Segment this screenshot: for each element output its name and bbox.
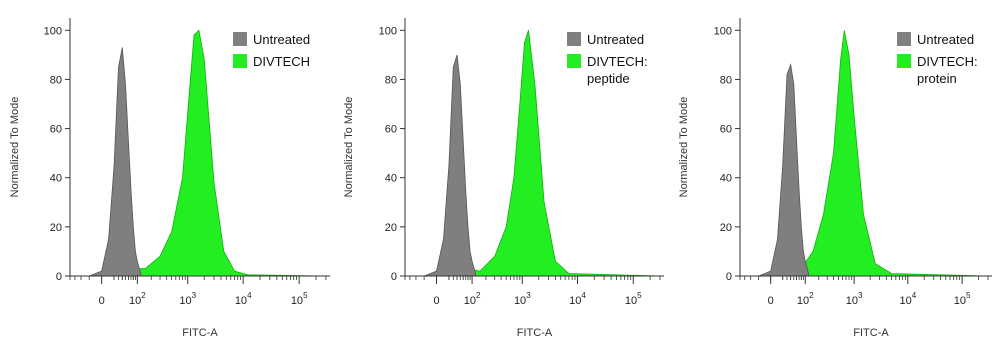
legend-label-divtech: DIVTECH: <box>917 54 978 69</box>
y-tick-label: 80 <box>385 74 397 86</box>
y-tick-label: 0 <box>726 271 732 283</box>
legend-label-line2: peptide <box>587 71 630 86</box>
x-tick-label: 103 <box>514 291 531 307</box>
x-axis-title: FITC-A <box>182 327 218 339</box>
x-tick-label: 105 <box>625 291 642 307</box>
legend-label-untreated: Untreated <box>253 32 310 47</box>
x-tick-label: 0 <box>99 295 105 307</box>
x-tick-label: 102 <box>797 291 814 307</box>
y-axis-title: Normalized To Mode <box>678 97 690 198</box>
chart-panel-1: 0 20 40 60 80 100 0 102 103 104 105 Normalized To M… <box>9 18 330 339</box>
y-tick-label: 80 <box>50 74 62 86</box>
legend-label-line2: protein <box>917 71 957 86</box>
x-tick-label: 103 <box>179 291 196 307</box>
legend-swatch-divtech <box>233 54 247 68</box>
y-tick-label: 40 <box>385 173 397 185</box>
legend-swatch-divtech <box>567 54 581 68</box>
legend-label-untreated: Untreated <box>587 32 644 47</box>
x-tick-label: 105 <box>954 291 971 307</box>
legend-label-divtech: DIVTECH: <box>587 54 648 69</box>
legend-swatch-untreated <box>567 32 581 46</box>
legend-label-divtech: DIVTECH <box>253 54 310 69</box>
y-tick-label: 100 <box>714 25 732 37</box>
y-tick-label: 80 <box>720 74 732 86</box>
x-tick-label: 104 <box>899 291 916 307</box>
y-tick-label: 40 <box>720 173 732 185</box>
legend-swatch-untreated <box>897 32 911 46</box>
y-tick-label: 100 <box>379 25 397 37</box>
x-tick-label: 104 <box>235 291 252 307</box>
y-tick-label: 0 <box>391 271 397 283</box>
y-tick-label: 60 <box>50 124 62 136</box>
chart-panel-3: 0 20 40 60 80 100 0 102 103 104 105 Normalized To M… <box>678 18 992 339</box>
y-tick-label: 100 <box>44 25 62 37</box>
legend-label-untreated: Untreated <box>917 32 974 47</box>
y-tick-label: 20 <box>50 222 62 234</box>
y-tick-label: 20 <box>385 222 397 234</box>
y-tick-label: 20 <box>720 222 732 234</box>
legend-swatch-untreated <box>233 32 247 46</box>
series-divtech-area <box>120 29 326 277</box>
legend-swatch-divtech <box>897 54 911 68</box>
series-untreated-area <box>89 47 142 277</box>
x-tick-label: 103 <box>846 291 863 307</box>
x-tick-label: 102 <box>129 291 146 307</box>
x-tick-label: 104 <box>569 291 586 307</box>
x-tick-label: 102 <box>464 291 481 307</box>
series-untreated-area <box>758 63 809 277</box>
y-tick-label: 0 <box>56 271 62 283</box>
y-tick-label: 40 <box>50 173 62 185</box>
y-axis-title: Normalized To Mode <box>343 97 355 198</box>
y-tick-label: 60 <box>720 124 732 136</box>
x-tick-label: 0 <box>768 295 774 307</box>
x-axis-title: FITC-A <box>517 327 553 339</box>
x-tick-label: 0 <box>433 295 439 307</box>
series-untreated-area <box>423 54 476 277</box>
y-axis-title: Normalized To Mode <box>9 97 21 198</box>
x-axis-title: FITC-A <box>853 327 889 339</box>
chart-panel-2: 0 20 40 60 80 100 0 102 103 104 105 Normalized To M… <box>343 18 664 339</box>
x-tick-label: 105 <box>291 291 308 307</box>
y-tick-label: 60 <box>385 124 397 136</box>
